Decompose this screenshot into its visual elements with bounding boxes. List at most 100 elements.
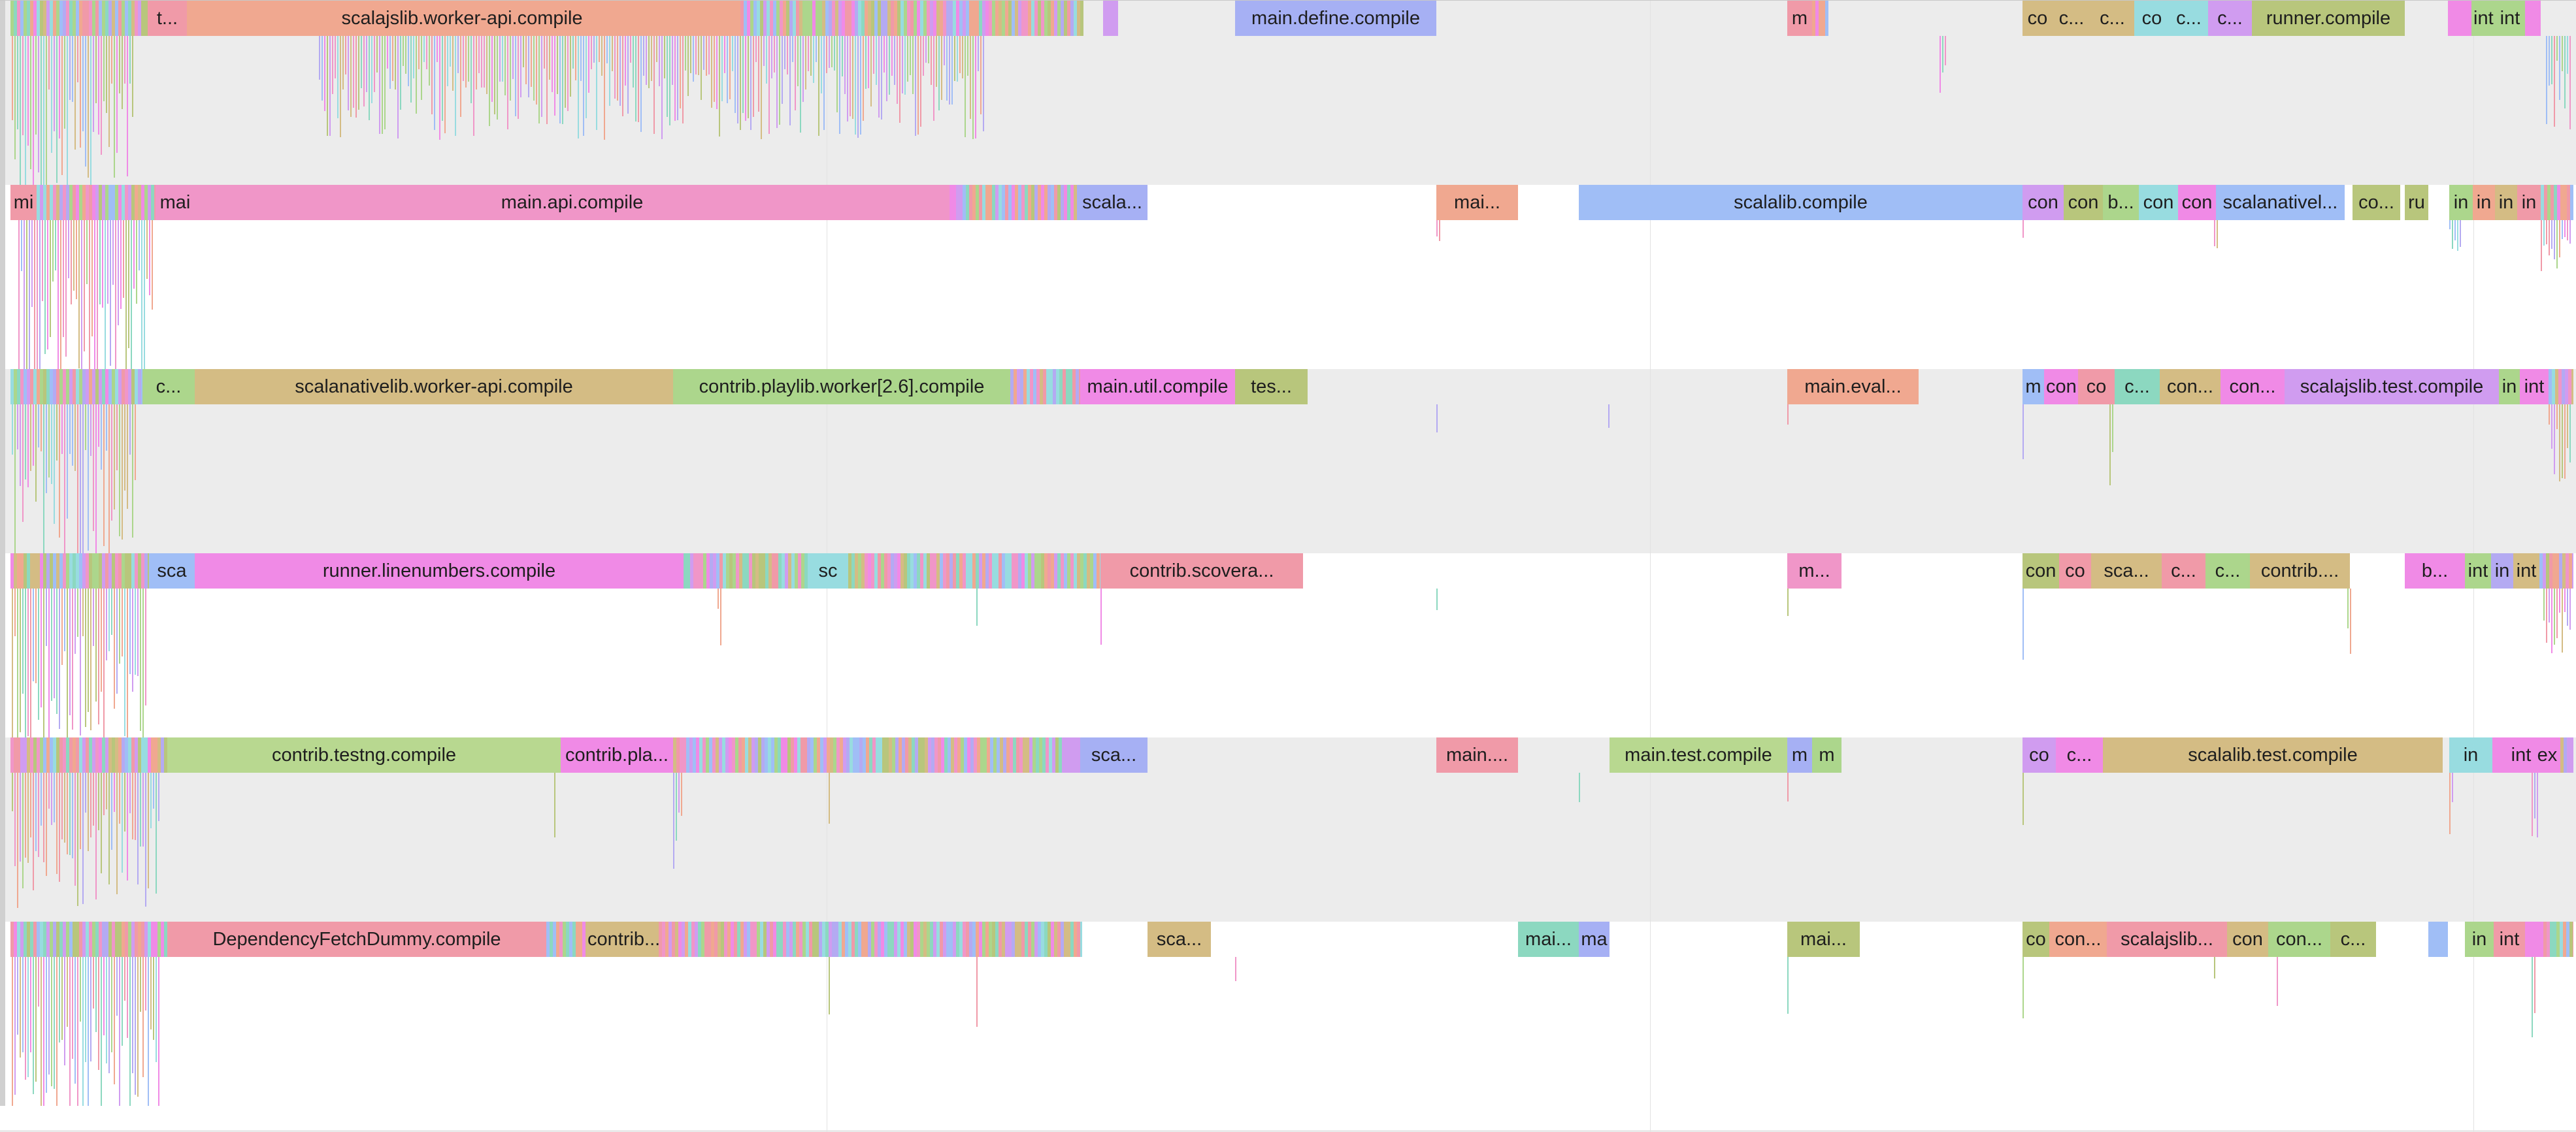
task-span[interactable] [2492,737,2508,773]
task-span[interactable]: main.define.compile [1235,1,1436,36]
task-span[interactable]: int [2508,737,2534,773]
task-span[interactable]: con [2023,185,2064,220]
tiny-task-cluster[interactable] [2549,369,2573,404]
tiny-task-cluster[interactable] [1010,369,1080,404]
tiny-task-cluster[interactable] [37,185,156,220]
tiny-task-cluster[interactable] [737,1,1083,36]
task-span[interactable]: scalanativel... [2216,185,2345,220]
tiny-task-cluster[interactable] [1812,1,1828,36]
task-span[interactable]: scalajslib... [2107,922,2227,957]
task-span[interactable]: co [2078,369,2115,404]
task-span[interactable]: c... [2205,553,2250,589]
tiny-task-cluster[interactable] [659,922,1082,957]
task-span[interactable]: con [2023,553,2059,589]
task-span[interactable]: t... [148,1,187,36]
task-span[interactable]: contrib.pla... [561,737,673,773]
task-span[interactable]: in [2449,185,2473,220]
task-span[interactable]: main.util.compile [1080,369,1235,404]
task-span[interactable]: co [2059,553,2091,589]
task-span[interactable]: sca... [2091,553,2162,589]
task-span[interactable]: con... [2221,369,2285,404]
task-span[interactable]: contrib.testng.compile [167,737,561,773]
task-span[interactable]: ma [1579,922,1610,957]
task-span[interactable]: m [2023,369,2044,404]
task-span[interactable]: b... [2103,185,2139,220]
task-span[interactable]: b... [2405,553,2465,589]
task-span[interactable]: runner.linenumbers.compile [195,553,684,589]
task-span[interactable]: in [2517,185,2541,220]
task-span[interactable]: in [2473,185,2495,220]
task-span[interactable]: ex [2534,737,2560,773]
task-span[interactable]: m... [1787,553,1841,589]
task-span[interactable] [2428,922,2448,957]
task-span[interactable]: c... [2053,1,2090,36]
task-span[interactable]: c... [2170,1,2208,36]
task-span[interactable]: sc [808,553,848,589]
task-span[interactable]: contrib... [586,922,659,957]
task-span[interactable]: in [2465,922,2494,957]
task-span[interactable]: int [2520,369,2549,404]
task-span[interactable]: in [2499,369,2520,404]
task-span[interactable]: contrib.playlib.worker[2.6].compile [673,369,1010,404]
task-span[interactable]: int [2495,1,2525,36]
tiny-task-cluster[interactable] [949,185,1077,220]
task-span[interactable]: con [2227,922,2268,957]
tiny-task-cluster[interactable] [2560,737,2573,773]
task-span[interactable]: scalanativelib.worker-api.compile [195,369,673,404]
task-span[interactable] [2525,1,2541,36]
task-span[interactable]: DependencyFetchDummy.compile [167,922,546,957]
task-span[interactable]: con [2044,369,2078,404]
task-span[interactable]: contrib.... [2250,553,2350,589]
task-span[interactable]: int [2494,922,2525,957]
task-span[interactable]: co [2134,1,2170,36]
task-span[interactable]: sca... [1148,922,1211,957]
tiny-task-cluster[interactable] [10,1,148,36]
tiny-task-cluster[interactable] [546,922,586,957]
tiny-task-cluster[interactable] [2543,922,2573,957]
task-span[interactable]: sca [149,553,195,589]
task-span[interactable]: main.test.compile [1610,737,1787,773]
task-span[interactable]: con... [2049,922,2107,957]
tiny-task-cluster[interactable] [2541,185,2573,220]
task-span[interactable]: tes... [1235,369,1308,404]
task-span[interactable]: main.... [1436,737,1518,773]
task-span[interactable]: mai [156,185,195,220]
tiny-task-cluster[interactable] [10,922,167,957]
task-span[interactable]: co... [2353,185,2400,220]
task-span[interactable]: con [2139,185,2178,220]
tiny-task-cluster[interactable] [10,553,149,589]
task-span[interactable]: int [2465,553,2491,589]
task-span[interactable]: mai... [1436,185,1518,220]
task-span[interactable]: scalajslib.test.compile [2285,369,2499,404]
tiny-task-cluster[interactable] [10,737,167,773]
tiny-task-cluster[interactable] [684,553,808,589]
task-span[interactable]: scalajslib.worker-api.compile [187,1,737,36]
task-span[interactable]: m [1787,1,1812,36]
task-span[interactable]: in [2491,553,2513,589]
task-span[interactable]: sca... [1080,737,1148,773]
task-span[interactable]: ru [2405,185,2428,220]
task-span[interactable]: main.api.compile [195,185,949,220]
task-span[interactable]: c... [2208,1,2252,36]
task-span[interactable]: con... [2160,369,2221,404]
task-span[interactable]: c... [2056,737,2103,773]
task-span[interactable] [2525,922,2543,957]
task-span[interactable]: int [2513,553,2539,589]
task-span[interactable]: co [2023,737,2056,773]
task-span[interactable]: contrib.scovera... [1100,553,1303,589]
task-span[interactable]: int [2471,1,2495,36]
task-span[interactable]: con [2064,185,2103,220]
task-span[interactable] [2448,1,2471,36]
task-span[interactable]: m [1812,737,1841,773]
task-span[interactable]: in [2495,185,2517,220]
task-span[interactable]: scala... [1077,185,1148,220]
task-span[interactable]: c... [2330,922,2376,957]
task-span[interactable]: c... [142,369,195,404]
task-span[interactable]: main.eval... [1787,369,1919,404]
task-span[interactable]: scalalib.test.compile [2103,737,2443,773]
task-span[interactable]: co [2023,1,2053,36]
tiny-task-cluster[interactable] [673,737,1080,773]
task-span[interactable]: mai... [1518,922,1579,957]
task-span[interactable]: c... [2115,369,2160,404]
tiny-task-cluster[interactable] [2539,553,2573,589]
